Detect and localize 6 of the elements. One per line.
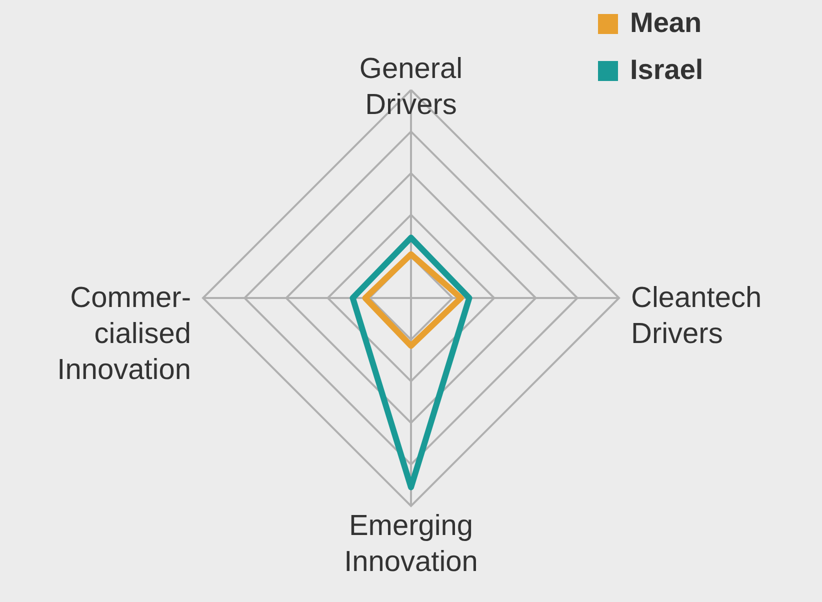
spoke-label: Commer-cialised Innovation bbox=[57, 282, 191, 386]
legend-label: Mean bbox=[630, 7, 702, 38]
spoke-label: Emerging Innovation bbox=[344, 510, 478, 578]
spoke-label: Cleantech Drivers bbox=[631, 282, 762, 350]
spoke-label: General Drivers bbox=[359, 53, 463, 121]
legend-label: Israel bbox=[630, 54, 704, 85]
